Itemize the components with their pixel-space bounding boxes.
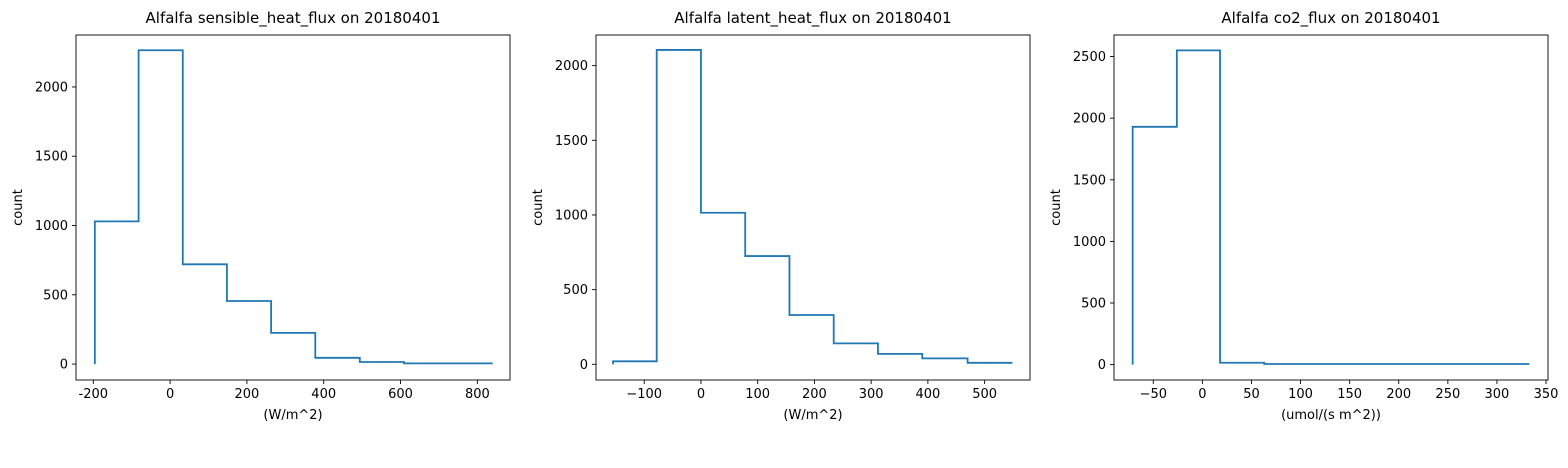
y-tick-label: 1500 [35,150,68,165]
x-tick-label: 350 [1534,387,1559,402]
x-tick-label: 600 [388,387,413,402]
y-tick-label: 2000 [35,80,68,95]
chart-co2-flux: Alfalfa co2_flux on 20180401 −50 0 50 100 15… [1049,9,1558,423]
x-tick-label: 200 [802,387,827,402]
plot-area: −100 0 100 200 300 400 500 0 500 1000 1500 2000 [555,34,1031,402]
x-tick-label: 300 [859,387,884,402]
x-tick-label: -200 [79,387,109,402]
y-tick-label: 1500 [1073,173,1106,188]
x-tick-label: 800 [465,387,490,402]
axes-frame [1113,34,1549,381]
chart-title: Alfalfa sensible_heat_flux on 20180401 [146,9,441,28]
chart-title: Alfalfa co2_flux on 20180401 [1221,9,1440,28]
x-tick-label: 200 [1386,387,1411,402]
x-tick-label: 200 [234,387,259,402]
x-tick-label: 400 [311,387,336,402]
x-tick-label: 500 [972,387,997,402]
plot-area: -200 0 200 400 600 800 0 500 1000 1500 2000 [35,34,511,402]
x-tick-label: 50 [1243,387,1260,402]
chart-latent-heat-flux: Alfalfa latent_heat_flux on 20180401 −10… [531,9,1031,423]
y-tick-label: 500 [1081,296,1106,311]
axes-frame [595,34,1031,381]
y-tick-label: 1500 [555,134,588,149]
y-axis-label: count [11,189,26,226]
x-tick-label: −100 [626,387,662,402]
x-tick-label: 250 [1435,387,1460,402]
y-tick-label: 1000 [1073,235,1106,250]
histogram-step-line [1131,49,1530,365]
x-tick-label: −50 [1140,387,1167,402]
chart-title: Alfalfa latent_heat_flux on 20180401 [674,9,951,28]
x-axis-label: (W/m^2) [263,408,322,423]
y-axis-label: count [1049,189,1064,226]
x-tick-label: 400 [915,387,940,402]
x-tick-label: 0 [697,387,705,402]
y-tick-label: 0 [580,358,588,373]
x-axis-label: (umol/(s m^2)) [1281,408,1381,423]
x-tick-label: 100 [745,387,770,402]
x-tick-label: 0 [166,387,174,402]
y-tick-label: 1000 [555,208,588,223]
x-axis-label: (W/m^2) [783,408,842,423]
y-tick-label: 0 [60,358,68,373]
y-tick-label: 0 [1098,358,1106,373]
chart-sensible-heat-flux: Alfalfa sensible_heat_flux on 20180401 -… [11,9,511,423]
plot-area: −50 0 50 100 150 200 250 300 350 0 500 1000 1500 2000… [1073,34,1559,402]
y-tick-label: 2000 [1073,112,1106,127]
x-tick-label: 300 [1485,387,1510,402]
histogram-step-line [612,49,1013,365]
histogram-step-line [93,49,493,365]
x-tick-label: 150 [1337,387,1362,402]
y-tick-label: 500 [563,283,588,298]
y-axis-label: count [531,189,546,226]
y-tick-label: 1000 [35,219,68,234]
x-tick-label: 0 [1198,387,1206,402]
y-tick-label: 2000 [555,59,588,74]
y-tick-label: 500 [43,288,68,303]
x-tick-label: 100 [1288,387,1313,402]
axes-frame [75,34,511,381]
y-tick-label: 2500 [1073,50,1106,65]
